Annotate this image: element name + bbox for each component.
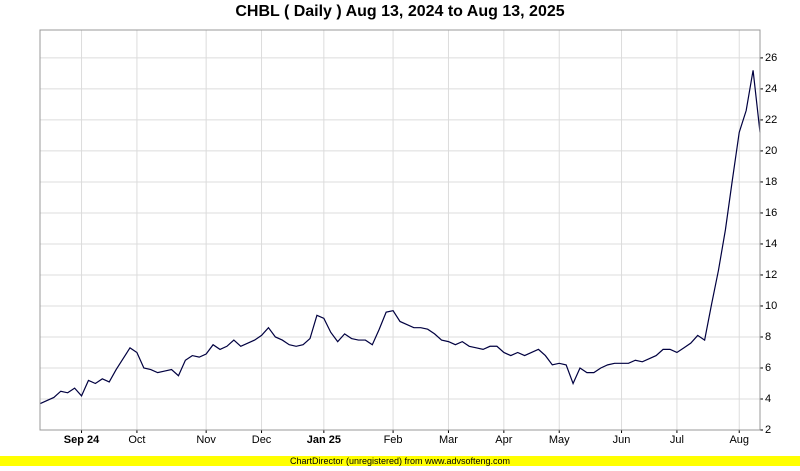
y-tick-label: 24 [765,83,777,95]
x-tick-label: Nov [196,434,216,446]
y-tick-label: 4 [765,393,771,405]
plot-border [39,29,761,431]
y-tick-label: 18 [765,176,777,188]
x-tick-label: Apr [495,434,512,446]
chart-title: CHBL ( Daily ) Aug 13, 2024 to Aug 13, 2… [235,3,564,20]
plot-area [39,29,761,431]
y-tick-label: 10 [765,300,777,312]
x-tick-label: Aug [729,434,749,446]
y-tick-label: 20 [765,145,777,157]
x-tick-label: Mar [439,434,458,446]
x-tick-label: Jul [670,434,684,446]
y-tick-label: 16 [765,207,777,219]
price-line [39,70,761,405]
y-tick-label: 8 [765,331,771,343]
footer: ChartDirector (unregistered) from www.ad… [290,456,510,466]
x-tick-label: May [549,434,570,446]
x-tick-label: Sep 24 [64,434,100,446]
x-tick-label: Jan 25 [307,434,341,446]
y-tick-label: 26 [765,52,777,64]
y-tick-label: 2 [765,424,771,436]
y-tick-label: 22 [765,114,777,126]
y-tick-label: 6 [765,362,771,374]
x-tick-label: Jun [613,434,631,446]
x-tick-label: Dec [252,434,272,446]
x-tick-label: Oct [128,434,145,446]
y-tick-label: 12 [765,269,777,281]
footer-band [0,456,800,466]
y-tick-label: 14 [765,238,777,250]
x-tick-label: Feb [384,434,403,446]
